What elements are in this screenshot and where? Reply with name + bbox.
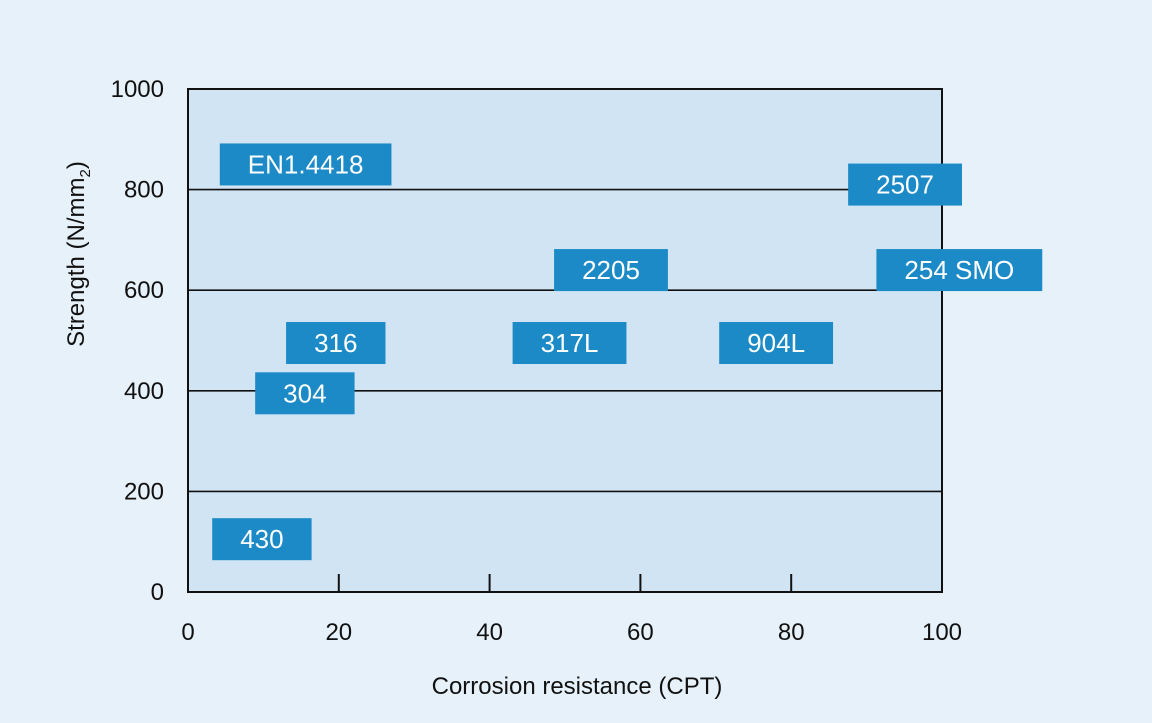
- y-tick-label: 600: [124, 277, 164, 304]
- data-label-box: [554, 249, 668, 292]
- x-tick-label: 40: [476, 619, 503, 646]
- y-axis-label-close: ): [63, 161, 90, 169]
- data-label-box: [219, 143, 392, 186]
- x-tick-label: 80: [778, 619, 805, 646]
- data-point: 304: [255, 372, 355, 415]
- plot-frame: [187, 88, 943, 593]
- x-ticks: 0 20 40 60 80 100: [181, 574, 962, 646]
- data-label-box: [876, 249, 1043, 292]
- data-point: 2205: [554, 249, 668, 292]
- x-tick-label: 0: [181, 619, 194, 646]
- y-axis-label-main: Strength (N/mm: [63, 177, 90, 346]
- data-label-text: 317L: [541, 328, 599, 358]
- x-tick-label: 60: [627, 619, 654, 646]
- y-tick-label: 1000: [111, 76, 164, 103]
- data-label-box: [848, 163, 962, 206]
- x-tick-label: 100: [922, 619, 962, 646]
- data-label-box: [286, 322, 386, 365]
- x-tick-label: 20: [325, 619, 352, 646]
- data-label-box: [255, 372, 355, 415]
- data-label-text: EN1.4418: [248, 149, 364, 179]
- data-point: 317L: [512, 322, 627, 365]
- data-point: 430: [212, 518, 312, 561]
- y-tick-label: 400: [124, 378, 164, 405]
- y-tick-label: 800: [124, 177, 164, 204]
- data-point: EN1.4418: [219, 143, 392, 186]
- data-label-text: 254 SMO: [904, 255, 1014, 285]
- data-label-box: [212, 518, 312, 561]
- y-tick-label: 0: [151, 579, 164, 606]
- data-label-text: 2507: [876, 170, 934, 200]
- y-axis-label-sub: 2: [77, 169, 94, 177]
- x-axis-label: Corrosion resistance (CPT): [432, 673, 723, 700]
- data-label-text: 304: [283, 378, 326, 408]
- y-tick-label: 200: [124, 478, 164, 505]
- data-label-box: [719, 322, 834, 365]
- data-point: 2507: [848, 163, 962, 206]
- data-label-text: 2205: [582, 255, 640, 285]
- data-point: 904L: [719, 322, 834, 365]
- data-point: 316: [286, 322, 386, 365]
- data-label-text: 904L: [747, 328, 805, 358]
- y-axis-label: Strength (N/mm2): [63, 161, 94, 347]
- data-label-text: 430: [240, 524, 283, 554]
- data-labels: EN1.4418 2507 2205 254 SMO 316 317L 904L 304 430: [212, 143, 1043, 561]
- data-point: 254 SMO: [876, 249, 1043, 292]
- y-ticks: 0 200 400 600 800 1000: [111, 76, 164, 606]
- data-label-box: [512, 322, 627, 365]
- data-label-text: 316: [314, 328, 357, 358]
